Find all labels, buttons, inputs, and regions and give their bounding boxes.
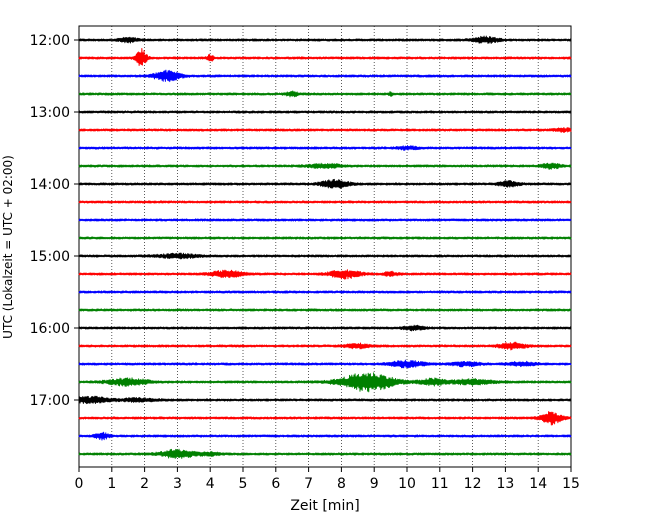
plot-frame	[78, 25, 572, 468]
trace-line	[78, 411, 572, 426]
trace-line	[78, 236, 572, 240]
x-tick-label: 4	[206, 476, 215, 492]
trace-line	[78, 145, 572, 151]
trace-line	[78, 252, 572, 260]
x-tick-label: 14	[529, 476, 547, 492]
trace-line	[78, 372, 572, 393]
x-tick-label: 8	[337, 476, 346, 492]
trace-line	[78, 324, 572, 332]
x-tick-label: 3	[173, 476, 182, 492]
y-axis-label: UTC (Lokalzeit = UTC + 02:00)	[1, 155, 15, 339]
x-tick-label: 15	[562, 476, 580, 492]
y-tick-label: 13:00	[30, 105, 70, 121]
trace-line	[78, 359, 572, 369]
trace-line	[78, 69, 572, 83]
x-axis-label: Zeit [min]	[290, 498, 359, 514]
y-axis-ticks: 12:00 13:00 14:00 15:00 16:00 17:00	[30, 33, 79, 409]
trace-line	[78, 308, 572, 312]
trace-line	[78, 341, 572, 351]
x-tick-label: 10	[398, 476, 416, 492]
trace-line	[78, 178, 572, 189]
trace-line	[78, 48, 572, 66]
x-tick-label: 9	[370, 476, 379, 492]
trace-line	[78, 448, 572, 459]
trace-line	[78, 218, 572, 222]
x-tick-label: 6	[271, 476, 280, 492]
x-tick-label: 12	[464, 476, 482, 492]
x-tick-label: 5	[239, 476, 248, 492]
x-tick-label: 0	[75, 476, 84, 492]
x-tick-label: 11	[431, 476, 449, 492]
trace-line	[78, 290, 572, 294]
x-tick-label: 7	[304, 476, 313, 492]
trace-line	[78, 90, 572, 98]
trace-line	[78, 269, 572, 280]
trace-line	[78, 395, 572, 405]
x-tick-label: 13	[496, 476, 514, 492]
x-tick-label: 1	[107, 476, 116, 492]
trace-line	[78, 431, 572, 441]
trace-line	[78, 162, 572, 170]
y-tick-label: 12:00	[30, 33, 70, 49]
trace-line	[78, 110, 572, 114]
trace-line	[78, 126, 572, 133]
trace-line	[78, 35, 572, 44]
y-tick-label: 16:00	[30, 321, 70, 337]
x-axis-ticks: 0 1 2 3 4 5 6 7 8 9 10 11 12 13 14 15	[75, 467, 580, 492]
y-tick-label: 17:00	[30, 393, 70, 409]
trace-layer	[78, 35, 572, 459]
x-tick-label: 2	[140, 476, 149, 492]
y-tick-label: 14:00	[30, 177, 70, 193]
y-tick-label: 15:00	[30, 249, 70, 265]
trace-line	[78, 200, 572, 204]
